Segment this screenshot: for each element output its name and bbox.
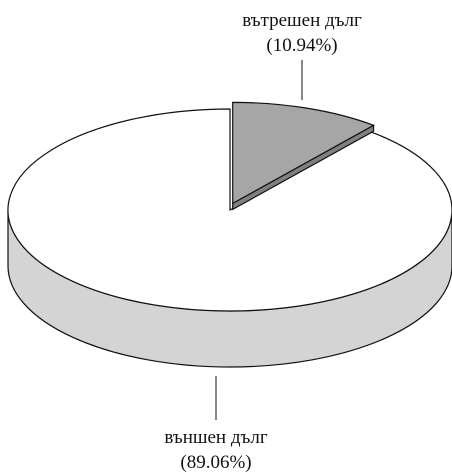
- slice-top-foreign-debt: [7, 108, 452, 312]
- slice-top-domestic-debt: [232, 101, 375, 205]
- slice-label-domestic-debt: вътрешен дълг: [242, 10, 362, 31]
- labels-layer: вътрешен дълг (10.94%) външен дълг (89.0…: [164, 10, 362, 473]
- slice-label-foreign-debt: външен дълг: [164, 427, 267, 448]
- slices-layer: [7, 101, 452, 368]
- slice-percent-domestic-debt: (10.94%): [266, 35, 337, 56]
- slice-percent-foreign-debt: (89.06%): [180, 452, 251, 473]
